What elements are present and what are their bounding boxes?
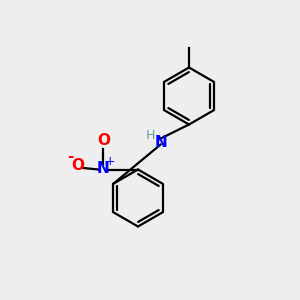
Text: O: O bbox=[97, 133, 110, 148]
Text: -: - bbox=[67, 148, 74, 164]
Text: +: + bbox=[105, 154, 116, 168]
Text: N: N bbox=[154, 135, 167, 150]
Text: O: O bbox=[71, 158, 85, 172]
Text: N: N bbox=[97, 160, 110, 175]
Text: H: H bbox=[145, 129, 155, 142]
